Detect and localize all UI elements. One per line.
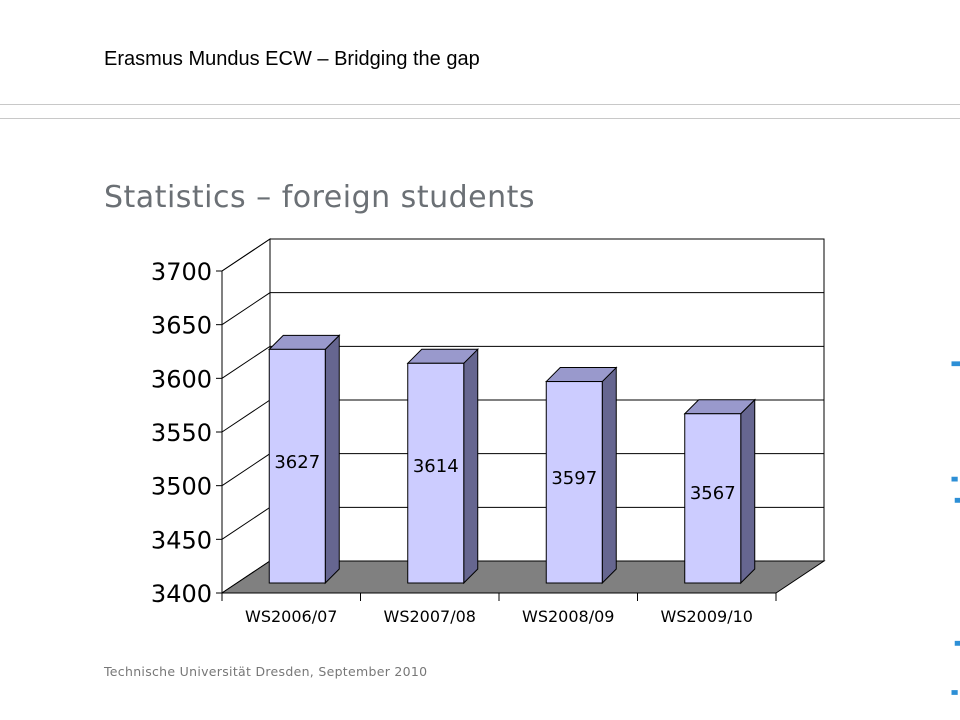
header-rule-top — [0, 104, 960, 105]
header-title: Erasmus Mundus ECW – Bridging the gap — [104, 48, 480, 70]
header-rule-bottom — [0, 118, 960, 119]
bar — [545, 381, 603, 584]
y-tick-label: 3450 — [151, 526, 212, 554]
y-tick-label: 3600 — [151, 365, 212, 393]
x-tick-label: WS2006/07 — [245, 607, 337, 626]
bar-side — [601, 366, 617, 585]
bar-side — [463, 348, 479, 585]
data-label: 3614 — [413, 456, 459, 477]
data-label: 3597 — [551, 468, 597, 489]
bar-side — [740, 398, 756, 585]
data-label: 3567 — [690, 483, 736, 504]
y-tick-label: 3650 — [151, 312, 212, 340]
side-word-international: international — [943, 356, 960, 700]
bar — [268, 348, 326, 584]
bar — [407, 362, 465, 584]
gridline — [221, 238, 824, 272]
x-tick-label: WS2008/09 — [522, 607, 614, 626]
y-tick-label: 3700 — [151, 258, 212, 286]
x-tick-label: WS2009/10 — [661, 607, 753, 626]
y-tick-label: 3500 — [151, 473, 212, 501]
slide-title: Statistics – foreign students — [104, 180, 535, 215]
gridline — [221, 345, 824, 379]
y-tick-label: 3400 — [151, 580, 212, 608]
x-tick-label: WS2007/08 — [384, 607, 476, 626]
bar — [684, 413, 742, 584]
y-tick-label: 3550 — [151, 419, 212, 447]
bar-side — [324, 334, 340, 585]
footer-text: Technische Universität Dresden, Septembe… — [104, 664, 428, 679]
gridline — [221, 292, 824, 326]
data-label: 3627 — [274, 452, 320, 473]
